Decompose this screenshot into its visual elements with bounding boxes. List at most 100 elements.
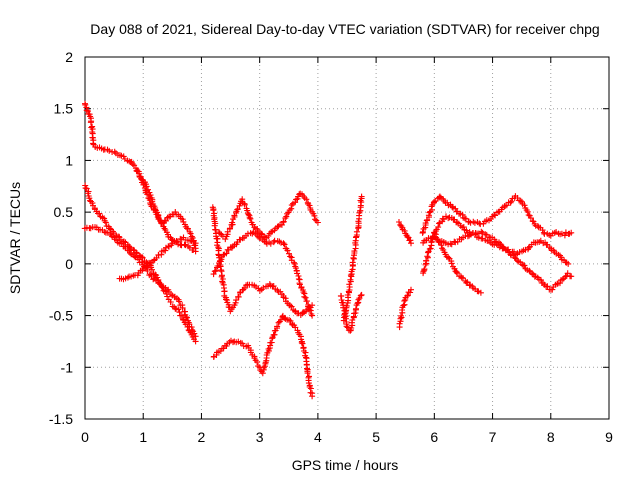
data-point — [235, 293, 242, 300]
data-point — [192, 240, 199, 247]
data-point — [292, 199, 299, 206]
data-point — [187, 230, 194, 237]
data-point — [549, 286, 556, 293]
data-point — [424, 253, 431, 260]
data-point — [448, 241, 455, 248]
data-point — [212, 267, 219, 274]
data-point — [404, 233, 411, 240]
data-point — [286, 250, 292, 257]
data-point — [431, 199, 437, 206]
data-point — [343, 302, 350, 309]
data-point — [343, 323, 350, 330]
data-point — [101, 228, 108, 235]
data-point — [436, 220, 443, 227]
data-point — [280, 240, 287, 247]
data-point — [155, 280, 162, 287]
y-tick-label: -0.5 — [49, 308, 73, 324]
gridlines — [85, 57, 609, 419]
data-point — [349, 259, 356, 266]
data-point — [184, 314, 190, 321]
data-point — [340, 304, 347, 311]
data-point — [424, 254, 431, 261]
data-point — [175, 306, 182, 313]
data-point — [463, 279, 470, 286]
data-point — [460, 224, 467, 230]
data-point — [305, 201, 312, 208]
data-point — [299, 340, 306, 347]
data-point — [458, 274, 465, 281]
data-point — [135, 168, 142, 175]
data-point — [106, 147, 113, 154]
x-tick-label: 2 — [198, 429, 206, 445]
data-point — [149, 266, 155, 273]
data-point — [346, 281, 353, 288]
x-tick-label: 6 — [430, 429, 438, 445]
y-axis-label: SDTVAR / TECUs — [7, 182, 23, 294]
data-point — [192, 338, 199, 345]
data-point — [408, 240, 414, 247]
data-point — [150, 257, 157, 264]
y-tick-label: 0 — [65, 256, 73, 272]
x-tick-label: 3 — [256, 429, 264, 445]
data-point — [227, 225, 233, 232]
y-tick-label: -1.5 — [49, 411, 73, 427]
y-tick-label: 1 — [65, 152, 73, 168]
x-tick-label: 5 — [372, 429, 380, 445]
data-point — [192, 248, 199, 255]
data-point — [283, 213, 290, 220]
data-point — [115, 233, 122, 240]
data-point — [127, 249, 133, 256]
data-point — [421, 266, 428, 273]
data-point — [286, 317, 293, 323]
data-point — [354, 300, 361, 307]
data-point — [559, 276, 566, 283]
data-point — [356, 295, 363, 302]
data-point — [358, 193, 365, 200]
x-tick-label: 4 — [314, 429, 322, 445]
data-point — [143, 183, 150, 190]
data-point — [477, 289, 484, 296]
data-point — [561, 232, 568, 239]
data-point — [464, 279, 471, 286]
data-point — [135, 256, 142, 263]
data-point — [167, 299, 174, 305]
data-point — [466, 282, 473, 289]
data-point — [178, 312, 185, 319]
data-point — [245, 211, 252, 218]
data-point — [270, 239, 277, 246]
data-point — [347, 272, 354, 279]
data-point — [210, 271, 217, 278]
data-point — [222, 236, 229, 243]
data-point — [342, 315, 349, 322]
data-point — [138, 259, 145, 265]
data-point — [396, 219, 402, 225]
data-point — [568, 229, 575, 236]
data-point — [309, 393, 316, 400]
data-point — [124, 274, 131, 281]
data-point — [295, 276, 302, 282]
x-tick-label: 7 — [489, 429, 497, 445]
data-point — [302, 294, 309, 301]
data-point — [301, 293, 308, 300]
data-point — [189, 326, 196, 333]
data-point — [454, 270, 461, 277]
data-point — [182, 242, 189, 249]
data-point — [210, 207, 217, 214]
data-point — [288, 205, 295, 212]
data-point — [181, 241, 188, 248]
data-point — [348, 325, 355, 331]
data-point — [357, 292, 364, 299]
data-point — [176, 309, 183, 316]
data-point — [144, 268, 151, 274]
data-point — [436, 193, 443, 200]
data-point — [551, 229, 558, 236]
data-point — [136, 173, 143, 179]
data-point — [233, 297, 240, 304]
data-point — [303, 196, 310, 203]
data-point — [521, 202, 528, 209]
y-tick-label: 2 — [65, 49, 73, 65]
data-point — [420, 228, 426, 235]
data-point — [311, 212, 318, 219]
data-point — [544, 283, 551, 290]
